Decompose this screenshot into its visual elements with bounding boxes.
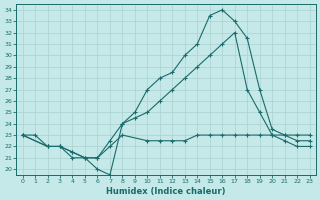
X-axis label: Humidex (Indice chaleur): Humidex (Indice chaleur) <box>106 187 226 196</box>
